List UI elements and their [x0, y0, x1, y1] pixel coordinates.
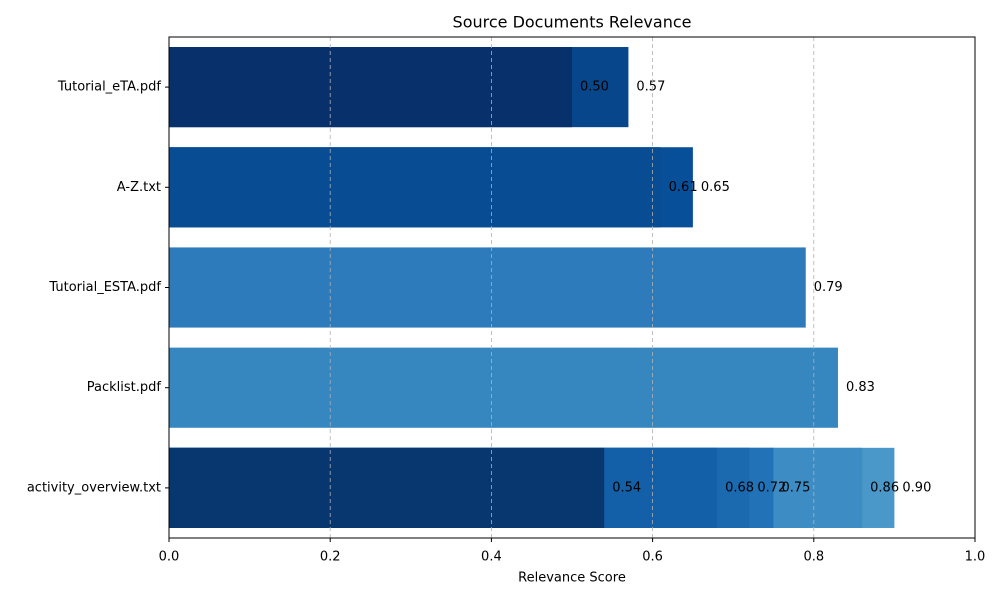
- value-label: 0.68: [725, 480, 754, 495]
- x-tick-label: 0.4: [481, 550, 502, 565]
- value-label: 0.79: [814, 280, 843, 295]
- y-tick-label: Tutorial_eTA.pdf: [57, 80, 162, 95]
- x-tick-label: 1.0: [965, 550, 986, 565]
- x-axis-label: Relevance Score: [518, 571, 626, 586]
- x-tick-label: 0.6: [642, 550, 663, 565]
- value-label: 0.57: [636, 80, 665, 95]
- bar: [169, 47, 572, 128]
- plot-frame: [168, 36, 976, 539]
- y-tick-label: Packlist.pdf: [87, 380, 162, 395]
- value-label: 0.50: [580, 80, 609, 95]
- value-label: 0.65: [701, 180, 730, 195]
- x-tick-label: 0.2: [320, 550, 341, 565]
- value-label: 0.54: [612, 480, 641, 495]
- y-tick-label: A-Z.txt: [117, 180, 161, 195]
- value-label: 0.61: [669, 180, 698, 195]
- value-label: 0.72: [757, 480, 786, 495]
- value-label: 0.75: [782, 480, 811, 495]
- value-label: 0.86: [870, 480, 899, 495]
- value-label: 0.83: [846, 380, 875, 395]
- chart-title: Source Documents Relevance: [453, 13, 692, 32]
- value-label: 0.90: [902, 480, 931, 495]
- x-tick-label: 0.8: [803, 550, 824, 565]
- y-tick-label: activity_overview.txt: [27, 480, 161, 495]
- y-tick-label: Tutorial_ESTA.pdf: [48, 280, 161, 295]
- bar: [169, 247, 806, 328]
- bar: [169, 147, 661, 228]
- bar: [169, 447, 605, 528]
- bar: [169, 347, 838, 428]
- x-tick-label: 0.0: [159, 550, 180, 565]
